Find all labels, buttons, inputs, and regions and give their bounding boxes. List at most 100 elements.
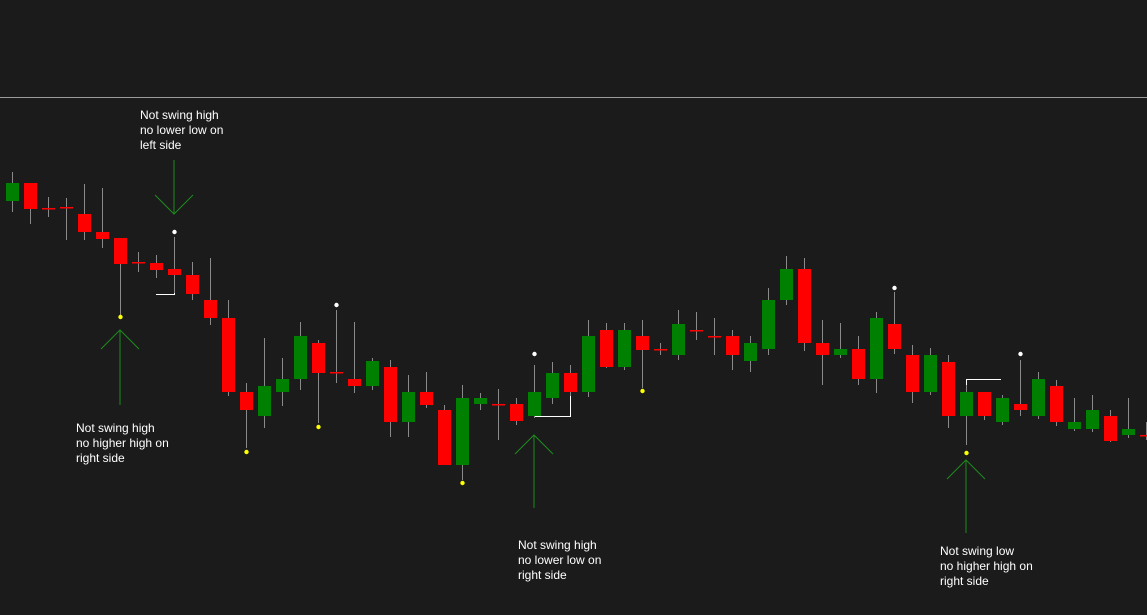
candle-body [978, 392, 991, 416]
candle-body [60, 207, 73, 209]
candle-body [402, 392, 415, 422]
candle-body [348, 379, 361, 386]
candle-body [276, 379, 289, 392]
candle-body [1014, 404, 1027, 410]
candle-body [78, 214, 91, 232]
candle-body [1140, 435, 1147, 437]
candle-body [204, 300, 217, 318]
candle-body [1032, 379, 1045, 416]
candle-body [438, 410, 451, 465]
candle-body [294, 336, 307, 379]
candle-body [492, 404, 505, 406]
annotation-line: right side [940, 574, 989, 588]
bracket [534, 396, 571, 417]
candle-body [24, 183, 37, 209]
swing-low-dot [118, 314, 123, 320]
annotation-line: no higher high on [76, 436, 169, 450]
candle-body [870, 318, 883, 379]
candle-body [636, 336, 649, 350]
candle-body [582, 336, 595, 392]
candle-body [996, 398, 1009, 422]
annotation: Not swing low no higher high on right si… [940, 544, 1033, 588]
annotation-line: no lower low on [518, 553, 601, 567]
candle-body [1068, 422, 1081, 429]
candle-body [960, 392, 973, 416]
annotation-line: left side [140, 138, 182, 152]
annotation: Not swing high no higher high on right s… [76, 421, 169, 465]
candle-body [1122, 429, 1135, 435]
candle-body [258, 386, 271, 416]
swing-high-dot [172, 229, 177, 235]
candle-body [42, 208, 55, 210]
candle-body [888, 324, 901, 349]
candle-body [654, 349, 667, 351]
candle-body [780, 269, 793, 300]
candle-body [1050, 386, 1063, 422]
annotation-line: Not swing high [140, 108, 219, 122]
candle-body [564, 373, 577, 392]
candle-body [690, 330, 703, 332]
candle-body [150, 263, 163, 270]
swing-low-dot [316, 424, 321, 430]
annotation-line: right side [518, 568, 567, 582]
annotation-line: no higher high on [940, 559, 1033, 573]
candle-body [186, 275, 199, 294]
candle-body [798, 269, 811, 343]
bracket [966, 379, 1001, 386]
candle-body [924, 355, 937, 392]
annotation-line: Not swing high [76, 421, 155, 435]
candle-body [672, 324, 685, 355]
candle-body [834, 349, 847, 355]
candle-body [312, 343, 325, 373]
swing-high-dot [1018, 351, 1023, 357]
arrow [946, 459, 986, 533]
swing-low-dot [964, 450, 969, 456]
candle-body [528, 392, 541, 416]
candle-body [96, 232, 109, 239]
candle-body [744, 343, 757, 361]
annotation-line: no lower low on [140, 123, 223, 137]
candle-body [330, 372, 343, 374]
swing-high-dot [334, 302, 339, 308]
annotation-line: Not swing high [518, 538, 597, 552]
annotation-line: Not swing low [940, 544, 1014, 558]
swing-low-dot [244, 449, 249, 455]
candle-body [420, 392, 433, 405]
candle-body [852, 349, 865, 379]
arrow [154, 160, 194, 215]
candle-body [168, 269, 181, 275]
candle-body [816, 343, 829, 355]
candle-body [456, 398, 469, 465]
annotation-line: right side [76, 451, 125, 465]
annotation: Not swing high no lower low on right sid… [518, 538, 601, 582]
candle-body [600, 330, 613, 367]
candle-body [618, 330, 631, 367]
candle-body [762, 300, 775, 349]
candle-body [708, 336, 721, 338]
candle-body [384, 367, 397, 422]
swing-high-dot [892, 285, 897, 291]
swing-high-dot [532, 351, 537, 357]
candle-body [510, 404, 523, 421]
candle-body [366, 361, 379, 386]
candle-body [474, 398, 487, 404]
candle-body [222, 318, 235, 392]
candle-body [726, 336, 739, 355]
candle-body [1104, 416, 1117, 441]
arrows [100, 160, 986, 533]
candle-body [1086, 410, 1099, 429]
candle-body [6, 183, 19, 201]
candle-body [240, 392, 253, 410]
annotation: Not swing high no lower low on left side [140, 108, 223, 152]
arrow [100, 329, 140, 405]
candle-body [546, 373, 559, 398]
swing-low-dot [460, 480, 465, 486]
arrow [514, 434, 554, 508]
candle-body [132, 262, 145, 264]
candle-body [942, 362, 955, 416]
candle-body [906, 355, 919, 392]
swing-low-dot [640, 388, 645, 394]
candle-body [114, 238, 127, 264]
